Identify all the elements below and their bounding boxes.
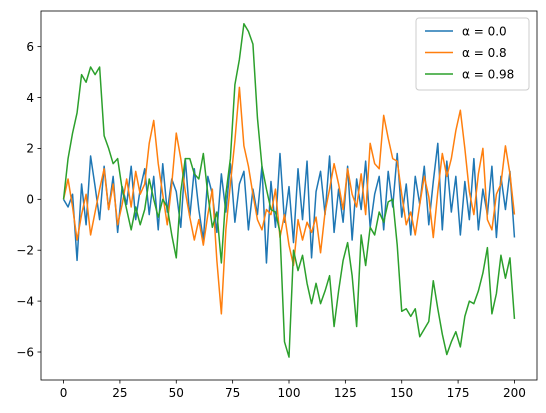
y-tick-label: 2 — [26, 142, 34, 156]
x-tick-label: 50 — [169, 386, 184, 400]
legend-label-0: α = 0.0 — [462, 24, 507, 38]
legend-label-1: α = 0.8 — [462, 46, 507, 60]
y-axis: −6 −4 −2 0 2 4 6 — [16, 40, 41, 359]
y-tick-label: −4 — [16, 294, 34, 308]
y-tick-label: 0 — [26, 193, 34, 207]
series-layer — [62, 22, 516, 358]
y-tick-label: 6 — [26, 40, 34, 54]
x-tick-label: 25 — [112, 386, 127, 400]
x-tick-label: 75 — [225, 386, 240, 400]
x-tick-label: 150 — [390, 386, 413, 400]
series-line-2 — [62, 22, 516, 358]
legend-box — [415, 17, 530, 91]
series-line-1 — [62, 86, 516, 315]
x-tick-label: 125 — [334, 386, 357, 400]
x-tick-label: 100 — [278, 386, 301, 400]
y-tick-label: −6 — [16, 345, 34, 359]
x-tick-label: 0 — [60, 386, 68, 400]
y-tick-label: 4 — [26, 91, 34, 105]
legend-label-2: α = 0.98 — [462, 67, 514, 81]
series-line-0 — [62, 142, 516, 264]
legend: α = 0.0 α = 0.8 α = 0.98 — [415, 17, 530, 91]
x-tick-label: 175 — [447, 386, 470, 400]
x-axis: 0 25 50 75 100 125 150 175 200 — [60, 380, 526, 400]
y-tick-label: −2 — [16, 244, 34, 258]
x-tick-label: 200 — [503, 386, 526, 400]
